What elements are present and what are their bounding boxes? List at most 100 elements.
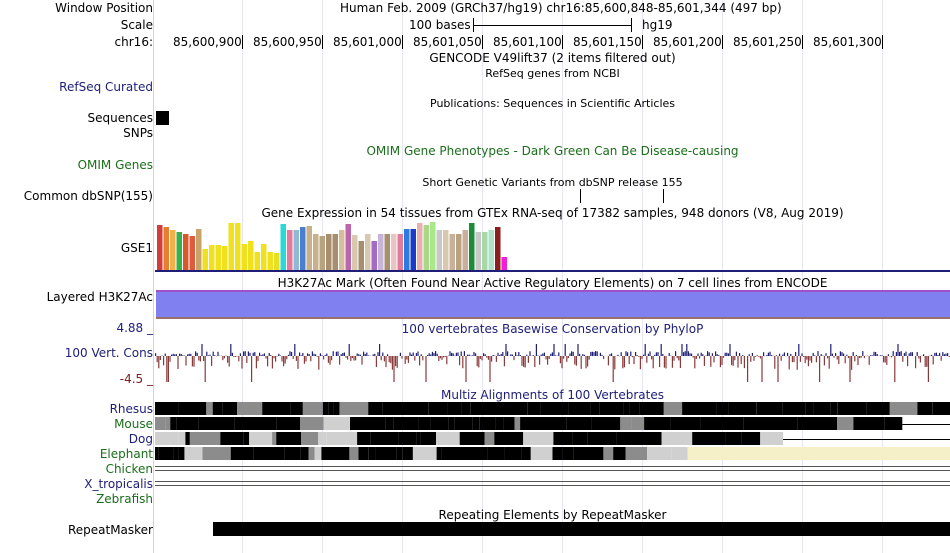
gtex-tissue-bar[interactable]: [332, 234, 339, 270]
sequences-feature-block[interactable]: [156, 111, 169, 125]
base-ruler[interactable]: 85,600,900 85,600,950 85,601,000 85,601,050…: [155, 33, 950, 51]
gtex-tissue-bar[interactable]: [430, 222, 436, 270]
gtex-tissue-bar[interactable]: [462, 230, 469, 270]
phylop-score-bar: [263, 353, 265, 356]
repeatmasker-feature[interactable]: [213, 522, 950, 536]
gtex-tissue-bar[interactable]: [287, 230, 293, 270]
h3k27ac-track-label[interactable]: Layered H3K27Ac: [46, 290, 153, 304]
phylop-score-bar: [833, 356, 835, 358]
gtex-tissue-bar[interactable]: [384, 234, 391, 270]
gtex-tissue-bar[interactable]: [215, 245, 222, 270]
gtex-tissue-bar[interactable]: [365, 234, 371, 270]
phylop-score-bar: [559, 356, 561, 364]
phylop-signal[interactable]: [155, 336, 950, 388]
gtex-tissue-bar[interactable]: [196, 229, 202, 270]
phylop-score-bar: [569, 353, 571, 356]
gtex-tissue-bar[interactable]: [469, 223, 475, 270]
phylop-score-bar: [327, 356, 329, 363]
alignment-block: [212, 402, 223, 415]
gtex-tissue-bar[interactable]: [319, 236, 326, 270]
phylop-score-bar: [596, 351, 598, 356]
phylop-score-bar: [659, 356, 661, 368]
gtex-tissue-bar[interactable]: [495, 227, 501, 270]
gtex-tissue-bar[interactable]: [235, 223, 241, 270]
phylop-score-bar: [231, 352, 233, 356]
gtex-tissue-bar[interactable]: [436, 230, 443, 270]
phylop-score-bar: [945, 353, 947, 356]
gtex-tissue-bar[interactable]: [391, 234, 397, 270]
omim-track-label[interactable]: OMIM Genes: [77, 158, 153, 172]
phylop-score-bar: [561, 356, 563, 369]
phylop-score-bar: [239, 353, 241, 356]
gtex-tissue-bar[interactable]: [254, 252, 261, 270]
phylop-score-bar: [820, 354, 822, 356]
alignment-block: [721, 417, 744, 430]
snp-feature-mark[interactable]: [580, 189, 581, 203]
phylop-score-bar: [851, 356, 853, 370]
gtex-tissue-bar[interactable]: [326, 234, 332, 270]
gtex-tissue-bar[interactable]: [358, 241, 365, 270]
gtex-tissue-bar[interactable]: [183, 234, 189, 270]
alignment-block: [616, 432, 642, 445]
gtex-tissue-bar[interactable]: [157, 225, 163, 270]
gtex-track-label[interactable]: GSE1: [120, 241, 153, 255]
gtex-tissue-bar[interactable]: [501, 257, 508, 270]
species-label-x-tropicalis[interactable]: X_tropicalis: [84, 477, 153, 491]
gtex-tissue-bar[interactable]: [293, 230, 300, 270]
snp-feature-mark[interactable]: [663, 189, 664, 203]
dbsnp-track-label[interactable]: Common dbSNP(155): [23, 189, 153, 203]
phylop-score-bar: [441, 356, 443, 360]
repeatmasker-track-label[interactable]: RepeatMasker: [67, 523, 153, 537]
gtex-tissue-bar[interactable]: [482, 232, 488, 270]
gtex-tissue-bar[interactable]: [378, 234, 384, 270]
gtex-tissue-bar[interactable]: [397, 234, 404, 270]
gtex-tissue-bar[interactable]: [423, 225, 430, 270]
phylop-track-label[interactable]: 100 Vert. Cons: [64, 346, 153, 360]
gtex-tissue-bar[interactable]: [202, 249, 209, 270]
gtex-tissue-bar[interactable]: [274, 253, 280, 270]
multiz-alignment-rows[interactable]: [155, 401, 950, 491]
gencode-track-title[interactable]: GENCODE V49lift37 (2 items filtered out): [429, 51, 676, 65]
gtex-tissue-bar[interactable]: [261, 244, 267, 270]
species-label-mouse[interactable]: Mouse: [114, 417, 153, 431]
gtex-tissue-bar[interactable]: [313, 234, 319, 270]
gtex-tissue-bar[interactable]: [209, 245, 215, 270]
gtex-tissue-bar[interactable]: [443, 230, 449, 270]
gtex-tissue-bar[interactable]: [371, 241, 378, 270]
phylop-score-bar: [254, 352, 256, 356]
gtex-tissue-bar[interactable]: [488, 230, 495, 270]
gtex-tissue-bar[interactable]: [475, 232, 482, 270]
gtex-tissue-bar[interactable]: [345, 224, 352, 270]
gtex-tissue-bar[interactable]: [306, 226, 313, 270]
gtex-tissue-bar[interactable]: [300, 227, 306, 270]
gtex-tissue-bar[interactable]: [248, 241, 254, 270]
gtex-tissue-bar[interactable]: [410, 229, 417, 270]
gtex-tissue-bar[interactable]: [449, 234, 456, 270]
refseq-track-label[interactable]: RefSeq Curated: [59, 80, 153, 94]
gtex-tissue-bar[interactable]: [417, 223, 423, 270]
gtex-tissue-bar[interactable]: [456, 234, 462, 270]
gtex-tissue-bar[interactable]: [170, 230, 176, 270]
gtex-tissue-bar[interactable]: [176, 232, 183, 270]
gtex-tissue-bar[interactable]: [222, 246, 228, 270]
gtex-tissue-bar[interactable]: [280, 224, 287, 270]
gtex-tissue-bar[interactable]: [404, 229, 410, 270]
species-label-elephant[interactable]: Elephant: [99, 447, 153, 461]
gtex-tissue-bar[interactable]: [352, 235, 358, 270]
phylop-score-bar: [582, 354, 584, 356]
gtex-tissue-bar[interactable]: [339, 230, 345, 270]
species-label-rhesus[interactable]: Rhesus: [109, 402, 153, 416]
sequences-track-label[interactable]: Sequences: [87, 111, 153, 125]
species-label-dog[interactable]: Dog: [128, 432, 153, 446]
gtex-tissue-bar[interactable]: [189, 236, 196, 270]
gtex-tissue-bar[interactable]: [228, 223, 235, 270]
alignment-block: [368, 402, 383, 415]
gtex-tissue-bar[interactable]: [241, 244, 248, 270]
gtex-tissue-bar[interactable]: [267, 252, 274, 270]
gtex-tissue-bar[interactable]: [163, 227, 170, 270]
snps-track-label[interactable]: SNPs: [123, 126, 153, 140]
species-label-chicken[interactable]: Chicken: [105, 462, 153, 476]
species-label-zebrafish[interactable]: Zebrafish: [96, 492, 153, 506]
gtex-bar-chart[interactable]: [155, 222, 555, 270]
h3k27ac-signal[interactable]: [156, 290, 950, 319]
